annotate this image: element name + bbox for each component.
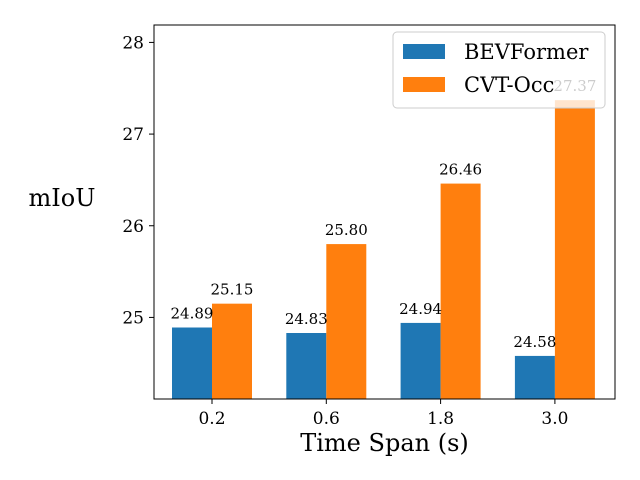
y-axis-ticks: 25 26 27 28	[122, 33, 154, 328]
plot-frame	[153, 24, 616, 400]
bar-cvt-occ-0-2	[212, 303, 252, 399]
y-tick-label: 27	[122, 125, 144, 145]
y-axis-label: mIoU	[29, 184, 96, 212]
bar-cvt-occ-1-8	[440, 183, 481, 399]
legend-label: BEVFormer	[464, 40, 589, 64]
x-tick-label: 0.2	[198, 409, 225, 429]
bar-cvt-occ-3-0	[554, 100, 595, 400]
legend-box	[392, 31, 606, 109]
x-tick-label: 0.6	[313, 409, 340, 429]
data-label: 24.89	[171, 305, 214, 323]
x-axis-ticks: 0.2 0.6 1.8 3.0	[198, 399, 568, 429]
bar-bevformer-0-6	[286, 333, 327, 399]
legend-label: CVT-Occ	[464, 73, 554, 97]
bar-bevformer-1-8	[400, 322, 441, 399]
data-label: 25.15	[211, 281, 254, 299]
y-tick-label: 28	[122, 33, 144, 53]
x-tick-label: 1.8	[427, 409, 454, 429]
data-label: 26.46	[439, 161, 482, 179]
bar-cvt-occ-0-6	[326, 244, 367, 399]
legend-swatch	[403, 44, 445, 59]
bar-bevformer-3-0	[514, 355, 555, 399]
y-tick-label: 26	[122, 217, 144, 237]
data-label: 25.80	[325, 221, 368, 239]
data-label: 24.83	[285, 310, 328, 328]
legend: BEVFormer CVT-Occ	[392, 31, 606, 109]
data-label: 24.58	[513, 333, 556, 351]
data-label: 24.94	[399, 300, 442, 318]
bars-layer	[172, 100, 595, 400]
x-tick-label: 3.0	[541, 409, 568, 429]
x-axis-label: Time Span (s)	[300, 429, 469, 457]
bar-bevformer-0-2	[172, 327, 212, 399]
legend-swatch	[403, 77, 445, 92]
y-tick-label: 25	[122, 308, 144, 328]
